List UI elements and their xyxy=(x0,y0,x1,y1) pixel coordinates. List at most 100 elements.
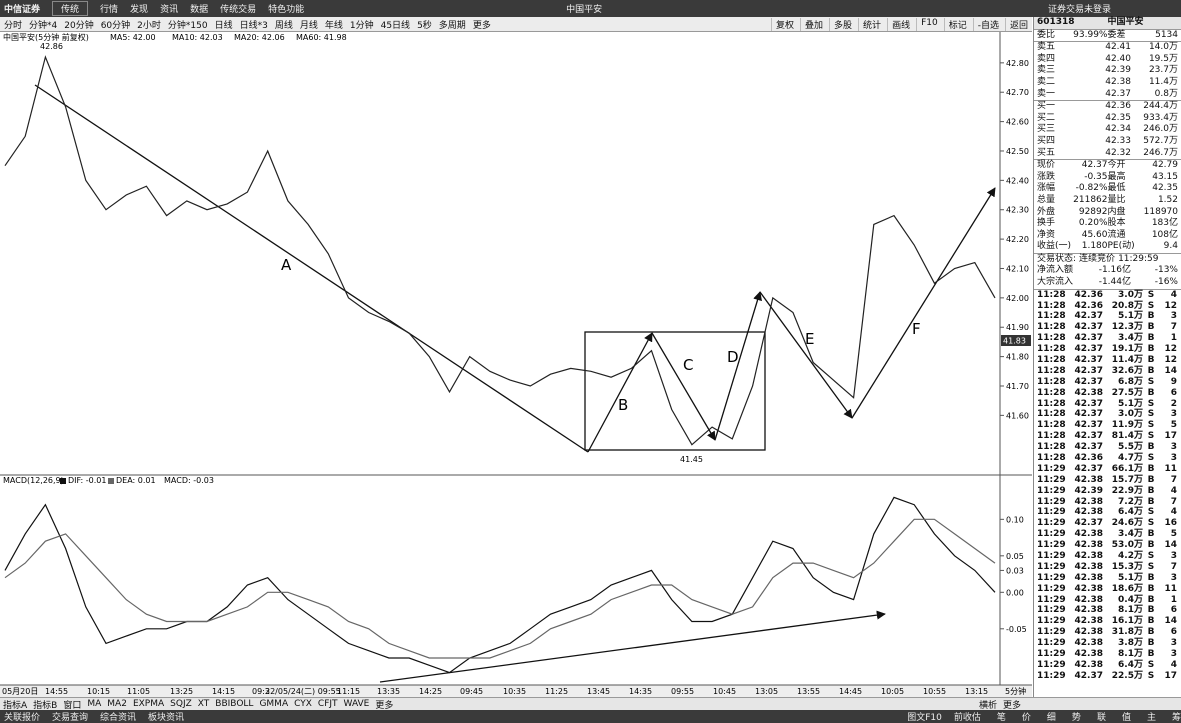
mode-select[interactable]: 传统 xyxy=(52,1,89,16)
period-tab[interactable]: 分时 xyxy=(4,20,23,31)
trade-cell: 8.1万 xyxy=(1118,649,1143,660)
y-tick-label: 0.00 xyxy=(1006,588,1024,597)
period-tab[interactable]: 日线*3 xyxy=(239,20,268,31)
trade-cell: 81.4万 xyxy=(1111,431,1143,442)
trade-row: 11:28 42.38 27.5万 B 6 xyxy=(1034,388,1181,399)
panel-tab[interactable]: 主 xyxy=(1146,713,1156,723)
tool-button[interactable]: 统计 xyxy=(858,17,881,31)
trade-cell: 6.4万 xyxy=(1118,507,1143,518)
period-tab[interactable]: 20分钟 xyxy=(64,20,94,31)
period-tab[interactable]: 5秒 xyxy=(417,20,432,31)
trade-cell: B xyxy=(1147,333,1155,344)
indicator-tab[interactable]: GMMA xyxy=(259,699,289,709)
period-tab[interactable]: 分钟*4 xyxy=(29,20,58,31)
period-tab[interactable]: 更多 xyxy=(472,20,491,31)
indicator-tab[interactable]: MA2 xyxy=(107,699,127,709)
trade-cell: 11:29 xyxy=(1037,605,1066,616)
indicator-tab[interactable]: XT xyxy=(197,699,210,709)
status-tab[interactable]: 交易查询 xyxy=(52,713,89,723)
panel-tab[interactable]: 势 xyxy=(1071,713,1081,723)
trade-row: 11:28 42.37 5.1万 B 3 xyxy=(1034,311,1181,322)
trade-cell: 11.4万 xyxy=(1111,355,1143,365)
tool-button[interactable]: 叠加 xyxy=(800,17,823,31)
trade-row: 11:29 42.38 3.4万 B 5 xyxy=(1034,529,1181,540)
trade-row: 11:29 42.38 53.0万 B 14 xyxy=(1034,540,1181,551)
menu-item[interactable]: 数据 xyxy=(190,5,209,15)
trade-cell: 42.36 xyxy=(1074,289,1103,300)
indicator-tab[interactable]: BBIBOLL xyxy=(215,699,254,709)
trade-cell: 42.37 xyxy=(1074,442,1103,453)
indicator-tab[interactable]: WAVE xyxy=(343,699,370,709)
trade-cell: 66.1万 xyxy=(1111,463,1143,474)
trade-cell: 3 xyxy=(1170,409,1177,420)
indicator-tab[interactable]: CYX xyxy=(294,699,312,709)
menu-item[interactable]: 发现 xyxy=(130,5,149,15)
tool-button[interactable]: 多股 xyxy=(829,17,852,31)
level-cell: 卖三 xyxy=(1037,65,1056,76)
indicator-tab[interactable]: 指标B xyxy=(33,700,58,711)
indicator-tab[interactable]: CFJT xyxy=(317,699,338,709)
panel-tab[interactable]: 筹 xyxy=(1171,713,1181,723)
trade-cell: 11:28 xyxy=(1037,442,1066,453)
panel-tab[interactable]: 细 xyxy=(1046,713,1056,723)
legend-swatch xyxy=(60,478,66,484)
period-tab[interactable]: 月线 xyxy=(299,20,318,31)
indicator-line xyxy=(4,496,996,674)
wave-label: A xyxy=(281,256,292,274)
menu-item[interactable]: 行情 xyxy=(100,5,119,15)
indicator-tab[interactable]: 横析 xyxy=(978,700,997,711)
panel-tab[interactable]: 值 xyxy=(1121,713,1131,723)
tool-button[interactable]: 复权 xyxy=(771,17,794,31)
trend-line xyxy=(851,187,996,419)
login-status[interactable]: 证券交易未登录 xyxy=(1047,5,1111,15)
bid-level: 买三 42.34 246.0万 xyxy=(1034,124,1181,136)
legend-entry: DIF: -0.01 xyxy=(68,476,106,485)
indicator-tab[interactable]: 更多 xyxy=(1002,700,1021,711)
indicator-tab[interactable]: MA xyxy=(87,699,102,709)
period-tab[interactable]: 1分钟 xyxy=(349,20,374,31)
indicator-tab[interactable]: 更多 xyxy=(375,700,394,711)
trade-cell: 15.7万 xyxy=(1111,474,1143,485)
panel-tab[interactable]: 价 xyxy=(1021,713,1031,723)
tool-button[interactable]: 画线 xyxy=(887,17,910,31)
trade-cell: S xyxy=(1147,398,1155,409)
menu-item[interactable]: 传统交易 xyxy=(220,5,257,15)
trade-cell: 5.1万 xyxy=(1118,311,1143,322)
status-tab[interactable]: 关联报价 xyxy=(4,713,41,723)
panel-tab[interactable]: 笔 xyxy=(996,713,1006,723)
trade-cell: 53.0万 xyxy=(1111,540,1143,551)
level-cell: 42.41 xyxy=(1105,42,1131,53)
status-tab[interactable]: 图文F10 xyxy=(907,713,942,723)
period-tab[interactable]: 分钟*150 xyxy=(167,20,208,31)
indicator-tab[interactable]: 指标A xyxy=(3,700,28,711)
period-tab[interactable]: 多周期 xyxy=(438,20,466,31)
period-tab[interactable]: 45日线 xyxy=(380,20,411,31)
tool-button[interactable]: -自选 xyxy=(972,17,999,31)
indicator-tab[interactable]: SQJZ xyxy=(170,699,192,709)
period-tab[interactable]: 年线 xyxy=(324,20,343,31)
menu-item[interactable]: 资讯 xyxy=(160,5,179,15)
status-tab[interactable]: 板块资讯 xyxy=(148,713,185,723)
trade-cell: B xyxy=(1147,616,1155,627)
trade-cell: 5 xyxy=(1170,420,1177,431)
tool-button[interactable]: 返回 xyxy=(1004,17,1028,31)
period-tab[interactable]: 周线 xyxy=(274,20,293,31)
tool-button[interactable]: 标记 xyxy=(943,17,967,31)
indicator-tab[interactable]: EXPMA xyxy=(132,699,165,709)
tool-button[interactable]: F10 xyxy=(916,17,938,31)
stat-cell: 外盘 xyxy=(1037,206,1056,217)
panel-tab[interactable]: 联 xyxy=(1096,713,1106,723)
trade-cell: 11:29 xyxy=(1037,551,1066,562)
period-tab[interactable]: 60分钟 xyxy=(100,20,131,31)
status-tab[interactable]: 综合资讯 xyxy=(100,713,137,723)
time-label: 22/05/24(二) 09:55 xyxy=(265,687,341,696)
status-cell: 连续竞价 xyxy=(1079,253,1116,264)
trade-cell: 11:28 xyxy=(1037,420,1066,431)
menu-item[interactable]: 特色功能 xyxy=(268,5,305,15)
stock-header: 601318 中国平安 xyxy=(1034,17,1181,29)
status-tab[interactable]: 前收估 xyxy=(953,713,981,723)
period-tab[interactable]: 日线 xyxy=(214,20,233,31)
chart-bg xyxy=(0,32,1032,685)
period-tab[interactable]: 2小时 xyxy=(137,20,161,31)
indicator-tab[interactable]: 窗口 xyxy=(63,700,82,711)
